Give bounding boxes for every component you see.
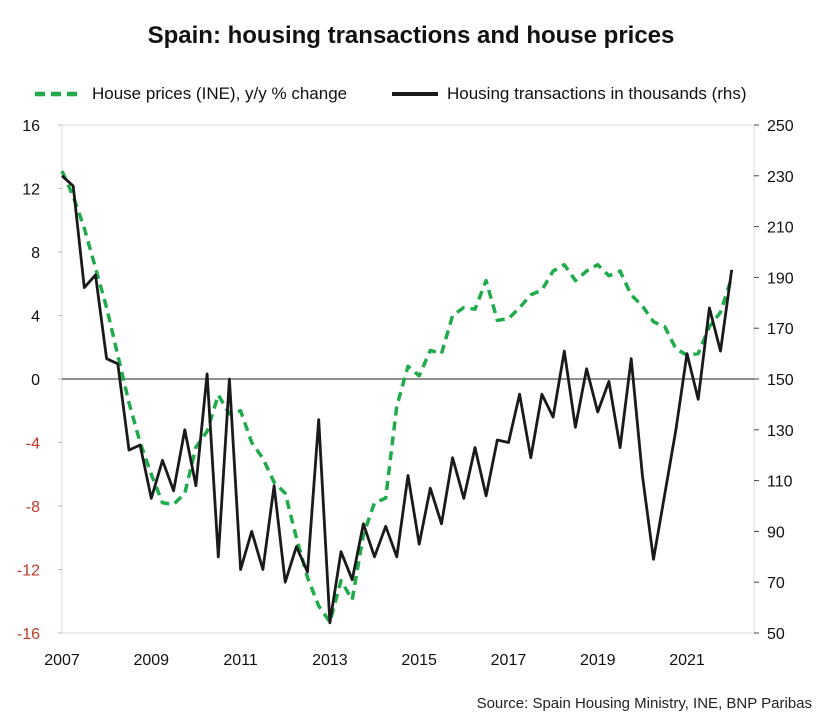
legend: House prices (INE), y/y % change Housing… — [35, 84, 747, 103]
right-tick-label: 250 — [767, 118, 794, 135]
left-tick-label: 4 — [31, 309, 40, 326]
left-tick-label: 8 — [31, 245, 40, 262]
x-tick-label: 2019 — [580, 652, 616, 669]
transactions-line — [61, 174, 734, 625]
x-axis-ticks: 2007 2009 2011 2013 2015 2017 2019 2021 — [44, 652, 705, 669]
right-tick-label: 230 — [767, 169, 794, 186]
right-tick-label: 130 — [767, 423, 794, 440]
right-tick-label: 170 — [767, 321, 794, 338]
left-tick-label: -12 — [17, 563, 40, 580]
right-tick-label: 150 — [767, 372, 794, 389]
right-tick-label: 90 — [767, 524, 785, 541]
source-note: Source: Spain Housing Ministry, INE, BNP… — [477, 695, 812, 712]
left-axis-ticks: -16 -12 -8 -4 0 4 8 12 16 — [17, 118, 62, 643]
right-tick-label: 70 — [767, 575, 785, 592]
right-tick-label: 190 — [767, 270, 794, 287]
left-tick-label: 16 — [22, 118, 40, 135]
left-tick-label: 12 — [22, 182, 40, 199]
right-tick-label: 110 — [767, 474, 793, 491]
x-tick-label: 2017 — [491, 652, 527, 669]
left-tick-label: -8 — [26, 499, 40, 516]
right-tick-label: 210 — [767, 220, 794, 237]
x-tick-label: 2013 — [312, 652, 348, 669]
right-axis-ticks: 50 70 90 110 130 150 170 190 210 230 250 — [754, 118, 794, 643]
x-tick-label: 2011 — [223, 652, 258, 669]
right-tick-label: 50 — [767, 626, 785, 643]
left-tick-label: -4 — [26, 436, 40, 453]
x-tick-label: 2015 — [401, 652, 437, 669]
legend-label-house-prices: House prices (INE), y/y % change — [92, 84, 347, 103]
house-prices-line — [60, 170, 734, 624]
chart-title: Spain: housing transactions and house pr… — [148, 22, 675, 49]
left-tick-label: -16 — [17, 626, 40, 643]
left-tick-label: 0 — [31, 372, 40, 389]
x-tick-label: 2007 — [44, 652, 80, 669]
legend-label-transactions: Housing transactions in thousands (rhs) — [447, 84, 747, 103]
x-tick-label: 2009 — [133, 652, 169, 669]
x-tick-label: 2021 — [669, 652, 705, 669]
